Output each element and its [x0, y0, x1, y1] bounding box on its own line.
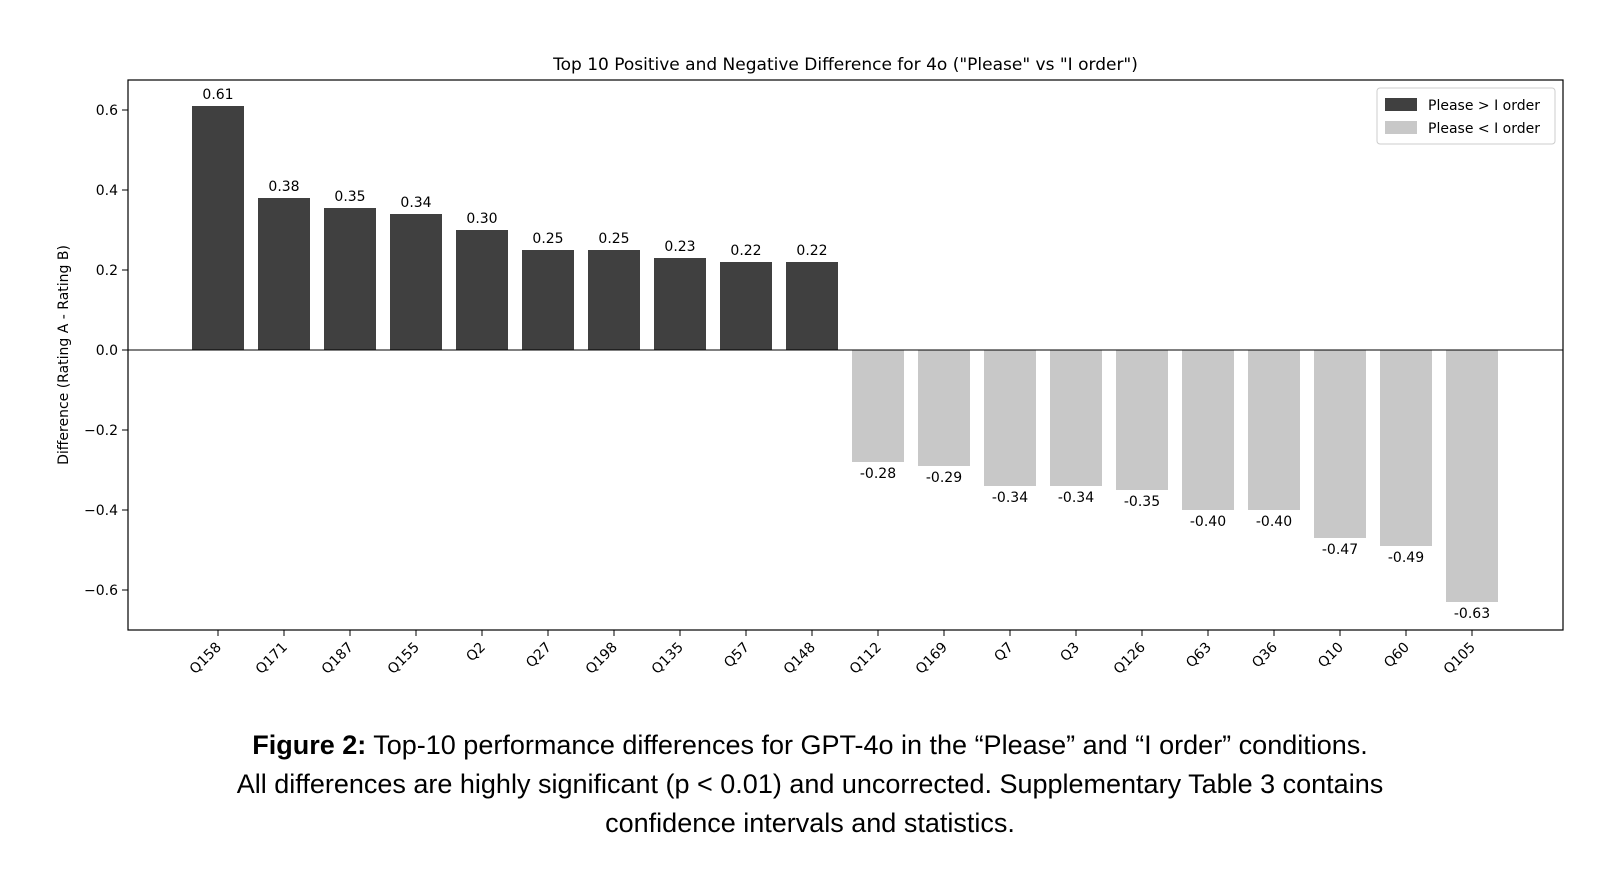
y-tick-label: 0.4	[96, 183, 118, 199]
bar-Q148	[786, 262, 838, 350]
data-label-Q105: -0.63	[1454, 606, 1490, 622]
data-label-Q60: -0.49	[1388, 550, 1424, 566]
plot-frame	[127, 79, 1564, 631]
data-label-Q36: -0.40	[1256, 514, 1292, 530]
x-tick-label-Q169: Q169	[913, 640, 951, 678]
caption-line-1: Figure 2: Top-10 performance differences…	[0, 726, 1620, 765]
bar-Q63	[1182, 350, 1234, 510]
x-tick-label-Q112: Q112	[847, 640, 885, 678]
data-label-Q198: 0.25	[598, 231, 629, 247]
caption-line-2: All differences are highly significant (…	[236, 769, 1384, 799]
bar-Q27	[522, 250, 574, 350]
x-tick-label-Q135: Q135	[649, 640, 687, 678]
data-label-Q169: -0.29	[926, 470, 962, 486]
bar-Q3	[1050, 350, 1102, 486]
data-label-Q171: 0.38	[268, 179, 299, 195]
bar-Q169	[918, 350, 970, 466]
x-tick-label-Q158: Q158	[187, 640, 225, 678]
bar-Q57	[720, 262, 772, 350]
y-tick-label: −0.2	[84, 423, 118, 439]
data-label-Q155: 0.34	[400, 195, 431, 211]
bar-Q198	[588, 250, 640, 350]
x-tick-label-Q3: Q3	[1057, 640, 1082, 665]
x-tick-label-Q105: Q105	[1441, 640, 1479, 678]
x-tick-label-Q7: Q7	[991, 640, 1016, 665]
x-tick-label-Q2: Q2	[463, 640, 488, 665]
data-label-Q3: -0.34	[1058, 490, 1094, 506]
x-tick-label-Q187: Q187	[319, 640, 357, 678]
x-tick-label-Q10: Q10	[1315, 640, 1347, 672]
x-tick-label-Q148: Q148	[781, 640, 819, 678]
data-label-Q148: 0.22	[796, 243, 827, 259]
data-label-Q7: -0.34	[992, 490, 1028, 506]
x-tick-label-Q57: Q57	[721, 640, 753, 672]
bar-Q135	[654, 258, 706, 350]
data-label-Q135: 0.23	[664, 239, 695, 255]
x-tick-label-Q155: Q155	[385, 640, 423, 678]
legend-swatch-1	[1385, 98, 1417, 111]
x-tick-label-Q36: Q36	[1249, 639, 1281, 671]
legend-swatch-2	[1385, 121, 1417, 134]
figure-caption: Figure 2: Top-10 performance differences…	[0, 726, 1620, 843]
caption-text-1: Top-10 performance differences for GPT-4…	[373, 730, 1368, 760]
y-tick-label: 0.6	[96, 103, 118, 119]
data-label-Q126: -0.35	[1124, 494, 1160, 510]
legend-label-2: Please < I order	[1428, 121, 1540, 137]
chart-title: Top 10 Positive and Negative Difference …	[552, 55, 1138, 75]
data-label-Q158: 0.61	[202, 87, 233, 103]
bar-Q36	[1248, 350, 1300, 510]
data-label-Q187: 0.35	[334, 189, 365, 205]
bar-Q126	[1116, 350, 1168, 490]
x-tick-label-Q60: Q60	[1381, 640, 1413, 672]
bar-Q105	[1446, 350, 1498, 602]
bar-Q158	[192, 106, 244, 350]
data-label-Q112: -0.28	[860, 466, 896, 482]
chart-figure: Top 10 Positive and Negative Difference …	[56, 55, 1564, 678]
bar-Q155	[390, 214, 442, 350]
data-label-Q63: -0.40	[1190, 514, 1226, 530]
bar-Q187	[324, 208, 376, 350]
bar-Q60	[1380, 350, 1432, 546]
bar-Q112	[852, 350, 904, 462]
bar-chart: Top 10 Positive and Negative Difference …	[56, 55, 1564, 678]
y-tick-label: 0.0	[96, 343, 118, 359]
legend-label-1: Please > I order	[1428, 98, 1540, 114]
data-label-Q27: 0.25	[532, 231, 563, 247]
data-label-Q10: -0.47	[1322, 542, 1358, 558]
y-tick-label: −0.6	[84, 583, 118, 599]
x-tick-label-Q27: Q27	[523, 640, 555, 672]
caption-line-3: confidence intervals and statistics.	[605, 808, 1015, 838]
bar-Q171	[258, 198, 310, 350]
y-tick-label: −0.4	[84, 503, 118, 519]
y-tick-label: 0.2	[96, 263, 118, 279]
legend-box	[1376, 87, 1556, 145]
x-tick-label-Q171: Q171	[253, 640, 291, 678]
data-label-Q2: 0.30	[466, 211, 497, 227]
y-axis-label: Difference (Rating A - Rating B)	[56, 245, 72, 465]
x-tick-label-Q126: Q126	[1111, 639, 1149, 677]
bar-Q2	[456, 230, 508, 350]
bar-Q10	[1314, 350, 1366, 538]
bar-Q7	[984, 350, 1036, 486]
x-tick-label-Q63: Q63	[1183, 640, 1215, 672]
data-label-Q57: 0.22	[730, 243, 761, 259]
caption-label: Figure 2:	[252, 730, 367, 760]
x-tick-label-Q198: Q198	[583, 640, 621, 678]
